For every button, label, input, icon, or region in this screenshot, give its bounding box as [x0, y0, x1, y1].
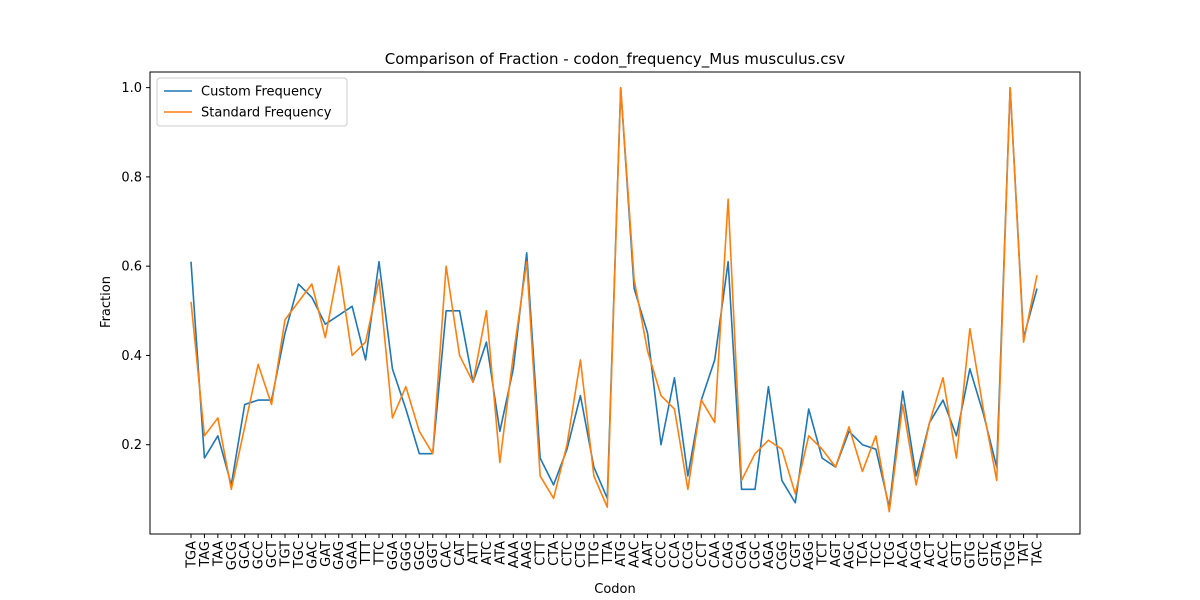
chart-title: Comparison of Fraction - codon_frequency… [385, 50, 846, 69]
y-axis-label: Fraction [99, 276, 114, 328]
x-axis-label: Codon [594, 582, 635, 597]
y-tick-label: 0.4 [121, 349, 142, 364]
y-tick-label: 0.2 [121, 438, 142, 453]
legend: Custom Frequency Standard Frequency [157, 78, 347, 126]
x-tick-label: TAC [1031, 541, 1046, 567]
y-tick-label: 0.6 [121, 260, 142, 275]
y-tick-label: 0.8 [121, 170, 142, 185]
y-tick-label: 1.0 [121, 81, 142, 96]
legend-label-1: Custom Frequency [201, 85, 322, 100]
legend-label-2: Standard Frequency [201, 106, 332, 121]
